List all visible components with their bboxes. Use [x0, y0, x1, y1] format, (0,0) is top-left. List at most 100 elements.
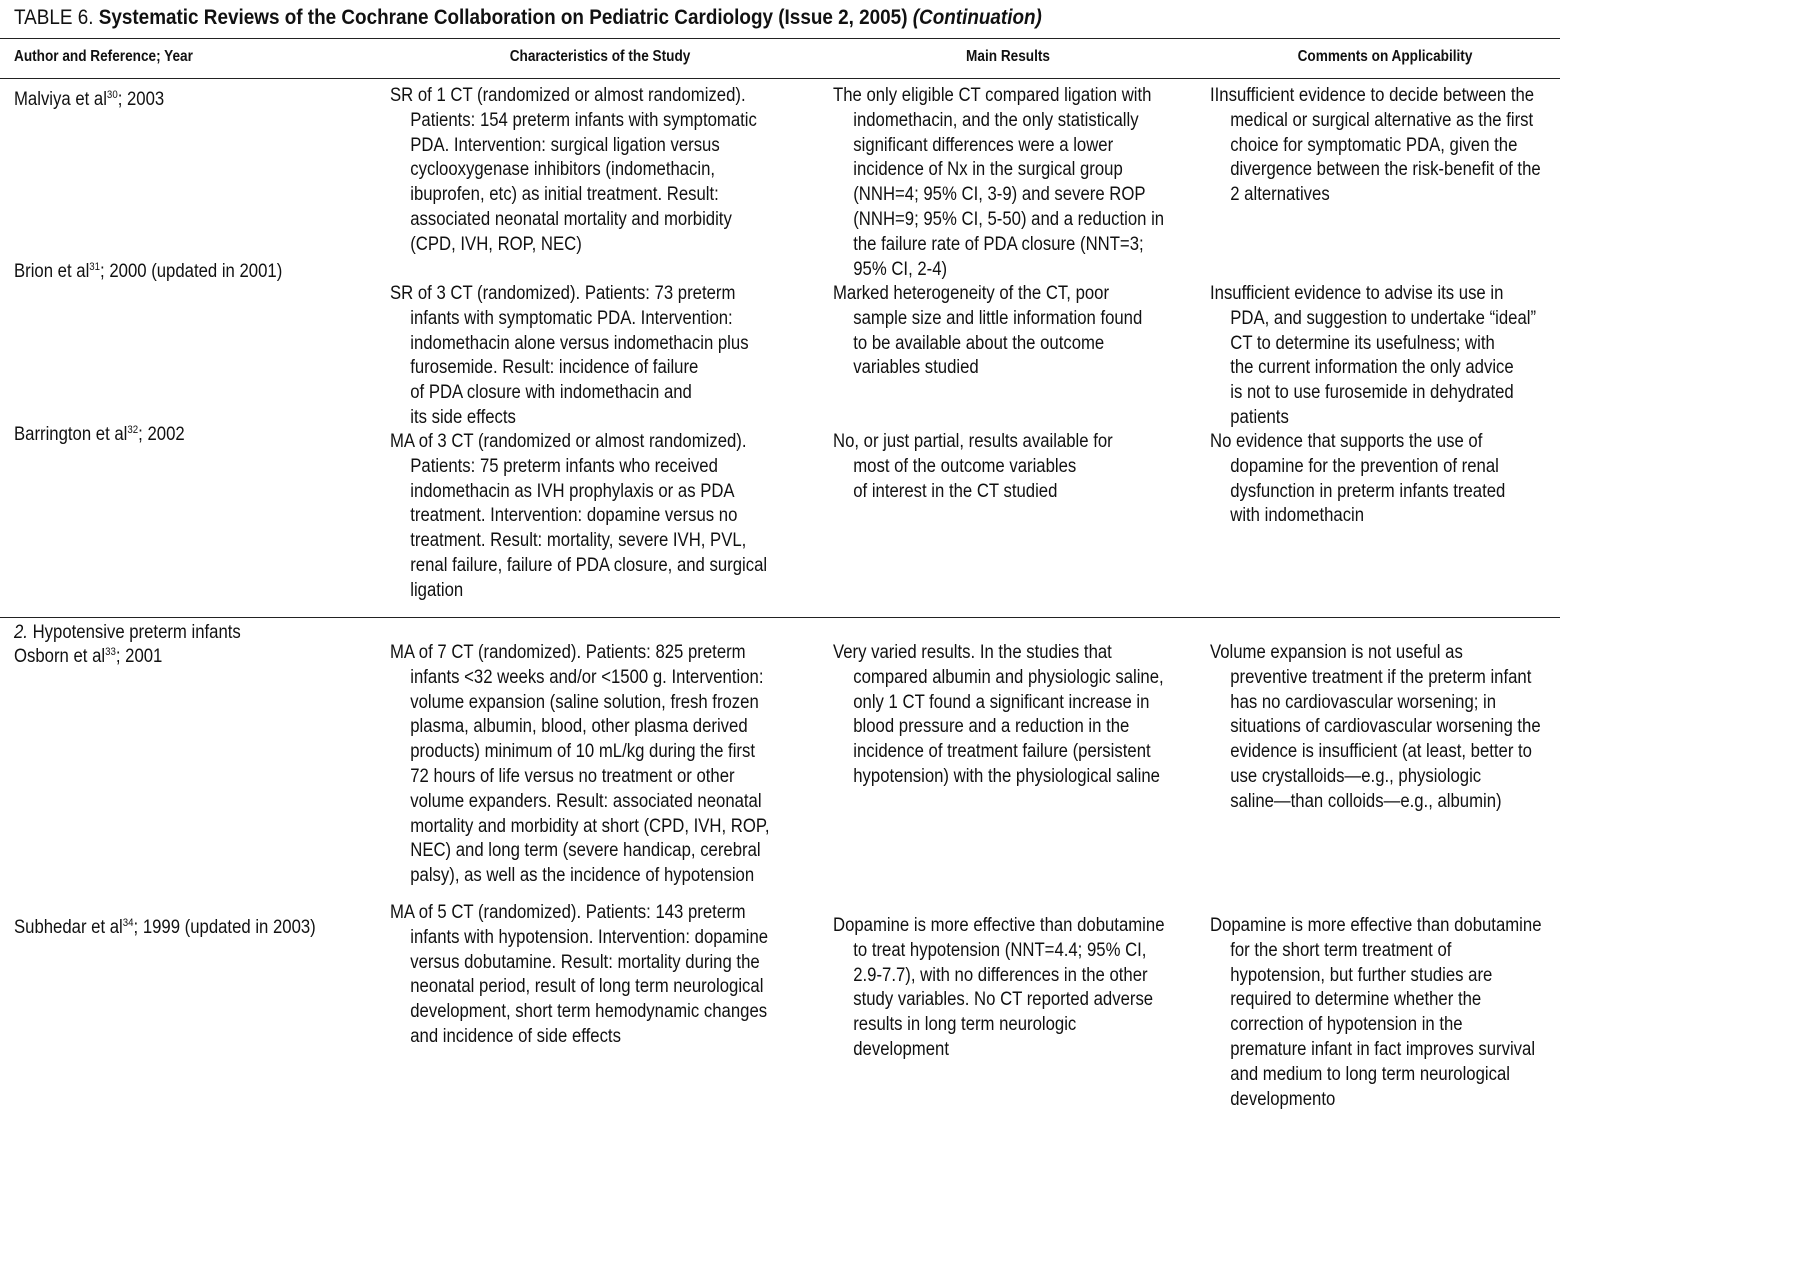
header-author: Author and Reference; Year — [14, 48, 193, 65]
text-line: to treat hypotension (NNT=4.4; 95% CI, — [853, 939, 1147, 961]
text-line: products) minimum of 10 mL/kg during the… — [410, 741, 755, 763]
text-line: CT to determine its usefulness; with — [1230, 332, 1495, 354]
text-line: dysfunction in preterm infants treated — [1230, 480, 1506, 502]
text-line: situations of cardiovascular worsening t… — [1230, 716, 1541, 738]
results-cell: Very varied results. In the studies that… — [833, 641, 1164, 790]
text-line: most of the outcome variables — [853, 455, 1077, 477]
text-line: infants <32 weeks and/or <1500 g. Interv… — [410, 666, 764, 688]
text-line: MA of 3 CT (randomized or almost randomi… — [390, 431, 747, 452]
author-cell: Osborn et al33; 2001 — [14, 645, 162, 670]
table-continuation: (Continuation) — [912, 6, 1042, 29]
text-line: premature infant in fact improves surviv… — [1230, 1038, 1536, 1060]
author-cell: Subhedar et al34; 1999 (updated in 2003) — [14, 916, 316, 941]
author-cell: Brion et al31; 2000 (updated in 2001) — [14, 260, 282, 285]
text-line: MA of 5 CT (randomized). Patients: 143 p… — [390, 902, 746, 923]
text-line: NEC) and long term (severe handicap, cer… — [410, 840, 761, 862]
text-line: evidence is insufficient (at least, bett… — [1230, 741, 1532, 763]
text-line: 72 hours of life versus no treatment or … — [410, 765, 735, 787]
text-line: patients — [1230, 406, 1289, 428]
text-line: neonatal period, result of long term neu… — [410, 976, 764, 998]
text-line: hypotension, but further studies are — [1230, 964, 1493, 986]
comments-cell: IInsufficient evidence to decide between… — [1210, 84, 1541, 208]
text-line: indomethacin, and the only statistically — [853, 109, 1139, 131]
reference-number: 33 — [105, 646, 116, 658]
table-title: TABLE 6. Systematic Reviews of the Cochr… — [14, 6, 1042, 30]
text-line: No, or just partial, results available f… — [833, 431, 1113, 452]
text-line: No evidence that supports the use of — [1210, 431, 1483, 452]
text-line: development, short term hemodynamic chan… — [410, 1001, 768, 1023]
text-line: 2.9-7.7), with no differences in the oth… — [853, 964, 1148, 986]
text-line: PDA. Intervention: surgical ligation ver… — [410, 134, 720, 156]
text-line: incidence of treatment failure (persiste… — [853, 741, 1151, 763]
header-rule — [0, 78, 1560, 79]
top-rule — [0, 38, 1560, 39]
text-line: and incidence of side effects — [410, 1025, 621, 1047]
text-line: study variables. No CT reported adverse — [853, 989, 1154, 1011]
characteristics-cell: MA of 3 CT (randomized or almost randomi… — [390, 430, 767, 604]
characteristics-cell: SR of 1 CT (randomized or almost randomi… — [390, 84, 757, 258]
text-line: indomethacin as IVH prophylaxis or as PD… — [410, 480, 735, 502]
text-line: of interest in the CT studied — [853, 480, 1058, 502]
year: ; 2000 (updated in 2001) — [100, 261, 283, 282]
text-line: (CPD, IVH, ROP, NEC) — [410, 233, 582, 255]
comments-cell: Volume expansion is not useful as prevent… — [1210, 641, 1541, 815]
text-line: furosemide. Result: incidence of failure — [410, 357, 699, 379]
comments-cell: No evidence that supports the use of dopa… — [1210, 430, 1505, 529]
text-line: the failure rate of PDA closure (NNT=3; — [853, 233, 1144, 255]
text-line: the current information the only advice — [1230, 357, 1514, 379]
characteristics-cell: MA of 5 CT (randomized). Patients: 143 p… — [390, 901, 768, 1050]
text-line: infants with hypotension. Intervention: … — [410, 926, 769, 948]
reference-number: 30 — [106, 89, 118, 101]
author-name: Brion et al — [14, 261, 90, 282]
text-line: and medium to long term neurological — [1230, 1063, 1510, 1085]
text-line: mortality and morbidity at short (CPD, I… — [410, 815, 770, 837]
author-name: Subhedar et al — [14, 917, 123, 938]
text-line: (NNH=9; 95% CI, 5-50) and a reduction in — [853, 208, 1165, 230]
text-line: of PDA closure with indomethacin and — [410, 382, 692, 404]
text-line: for the short term treatment of — [1230, 939, 1452, 961]
text-line: 2 alternatives — [1230, 184, 1330, 206]
author-name: Barrington et al — [14, 424, 128, 445]
text-line: Marked heterogeneity of the CT, poor — [833, 283, 1110, 304]
text-line: Dopamine is more effective than dobutami… — [1210, 915, 1542, 936]
text-line: Volume expansion is not useful as — [1210, 642, 1463, 663]
year: ; 2001 — [115, 646, 163, 667]
text-line: variables studied — [853, 357, 979, 379]
results-cell: No, or just partial, results available f… — [833, 430, 1113, 504]
text-line: Patients: 75 preterm infants who receive… — [410, 455, 718, 477]
comments-cell: Insufficient evidence to advise its use … — [1210, 282, 1536, 431]
text-line: correction of hypotension in the — [1230, 1014, 1463, 1036]
text-line: medical or surgical alternative as the f… — [1230, 109, 1534, 131]
reference-number: 34 — [122, 917, 134, 929]
year: ; 2002 — [138, 424, 185, 445]
text-line: choice for symptomatic PDA, given the — [1230, 134, 1518, 156]
text-line: indomethacin alone versus indomethacin p… — [410, 332, 749, 354]
text-line: IInsufficient evidence to decide between… — [1210, 85, 1535, 106]
text-line: cyclooxygenase inhibitors (indomethacin, — [410, 159, 716, 181]
text-line: ligation — [410, 579, 464, 601]
text-line: significant differences were a lower — [853, 134, 1114, 156]
text-line: incidence of Nx in the surgical group — [853, 159, 1123, 181]
text-line: results in long term neurologic — [853, 1014, 1077, 1036]
text-line: (NNH=4; 95% CI, 3-9) and severe ROP — [853, 184, 1146, 206]
text-line: plasma, albumin, blood, other plasma der… — [410, 716, 748, 738]
text-line: versus dobutamine. Result: mortality dur… — [410, 951, 760, 973]
text-line: required to determine whether the — [1230, 989, 1482, 1011]
text-line: preventive treatment if the preterm infa… — [1230, 666, 1532, 688]
text-line: saline—than colloids—e.g., albumin) — [1230, 790, 1502, 812]
year: ; 2003 — [117, 89, 165, 110]
text-line: The only eligible CT compared ligation w… — [833, 85, 1152, 106]
text-line: use crystalloids—e.g., physiologic — [1230, 765, 1482, 787]
results-cell: The only eligible CT compared ligation w… — [833, 84, 1164, 282]
text-line: sample size and little information found — [853, 307, 1143, 329]
text-line: Patients: 154 preterm infants with sympt… — [410, 109, 757, 131]
section-heading: 2. Hypotensive preterm infants — [14, 622, 241, 643]
text-line: volume expansion (saline solution, fresh… — [410, 691, 759, 713]
text-line: development — [853, 1038, 949, 1060]
text-line: compared albumin and physiologic saline, — [853, 666, 1164, 688]
text-line: renal failure, failure of PDA closure, a… — [410, 554, 768, 576]
characteristics-cell: SR of 3 CT (randomized). Patients: 73 pr… — [390, 282, 749, 431]
text-line: MA of 7 CT (randomized). Patients: 825 p… — [390, 642, 746, 663]
author-cell: Malviya et al30; 2003 — [14, 88, 164, 113]
